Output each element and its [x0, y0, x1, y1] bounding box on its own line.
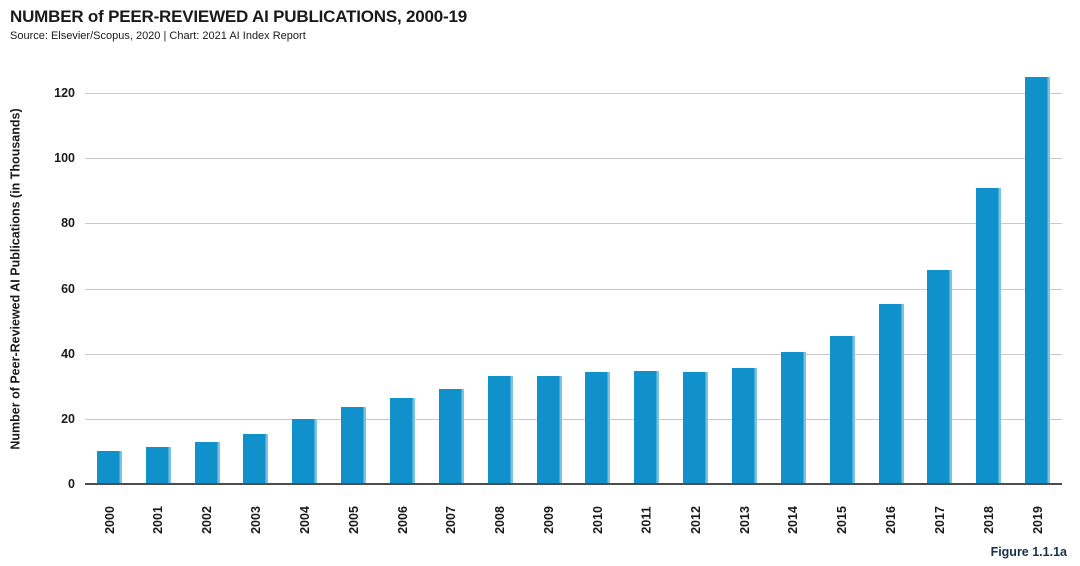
x-tick-label-2013: 2013: [737, 506, 752, 534]
x-tick-label-2012: 2012: [688, 506, 703, 534]
bar-2007: [438, 389, 464, 484]
gridline-60: [85, 288, 1062, 290]
gridline-20: [85, 418, 1062, 420]
x-tick-2000: 2000: [99, 493, 119, 547]
bar-2009: [536, 375, 562, 484]
x-tick-label-2001: 2001: [151, 506, 166, 534]
y-tick-label-0: 0: [68, 477, 75, 491]
x-tick-2003: 2003: [246, 493, 266, 547]
x-tick-label-2007: 2007: [444, 506, 459, 534]
x-tick-2019: 2019: [1028, 493, 1048, 547]
x-tick-2002: 2002: [197, 493, 217, 547]
x-tick-2008: 2008: [490, 493, 510, 547]
x-tick-2018: 2018: [979, 493, 999, 547]
x-tick-label-2017: 2017: [932, 506, 947, 534]
x-tick-2011: 2011: [637, 493, 657, 547]
bar-2002: [194, 441, 220, 484]
bar-2011: [634, 370, 660, 484]
x-tick-2005: 2005: [344, 493, 364, 547]
x-tick-label-2004: 2004: [297, 506, 312, 534]
x-tick-label-2019: 2019: [1030, 506, 1045, 534]
bar-2014: [780, 351, 806, 484]
x-tick-label-2010: 2010: [590, 506, 605, 534]
bar-2000: [96, 451, 122, 484]
bar-2003: [243, 434, 269, 484]
x-tick-label-2008: 2008: [493, 506, 508, 534]
plot-area: [85, 76, 1062, 484]
x-tick-2009: 2009: [539, 493, 559, 547]
bar-2012: [683, 371, 709, 484]
x-tick-label-2005: 2005: [346, 506, 361, 534]
x-tick-2015: 2015: [832, 493, 852, 547]
x-tick-label-2000: 2000: [102, 506, 117, 534]
bar-2018: [976, 188, 1002, 484]
bar-2001: [145, 447, 171, 484]
x-tick-2016: 2016: [881, 493, 901, 547]
x-tick-2010: 2010: [588, 493, 608, 547]
bar-2008: [487, 375, 513, 484]
y-tick-label-100: 100: [54, 151, 75, 166]
y-tick-label-20: 20: [61, 411, 75, 426]
x-tick-label-2002: 2002: [200, 506, 215, 534]
bar-2016: [878, 304, 904, 484]
gridline-120: [85, 93, 1062, 94]
x-tick-label-2009: 2009: [542, 506, 557, 534]
gridline-40: [85, 353, 1062, 355]
x-tick-2013: 2013: [734, 493, 754, 547]
x-tick-label-2003: 2003: [248, 506, 263, 534]
bar-2013: [731, 367, 757, 484]
x-tick-label-2006: 2006: [395, 506, 410, 534]
figure-number-label: Figure 1.1.1a: [990, 545, 1067, 559]
x-tick-2007: 2007: [441, 493, 461, 547]
chart-title: NUMBER of PEER-REVIEWED AI PUBLICATIONS,…: [10, 7, 468, 26]
bar-2015: [829, 336, 855, 484]
bar-2010: [585, 371, 611, 484]
y-tick-label-40: 40: [61, 346, 75, 361]
x-tick-label-2018: 2018: [981, 506, 996, 534]
x-tick-2014: 2014: [783, 493, 803, 547]
gridline-100: [85, 158, 1062, 160]
bar-2004: [292, 418, 318, 484]
bar-2005: [341, 406, 367, 484]
x-tick-label-2016: 2016: [884, 506, 899, 534]
x-tick-2012: 2012: [686, 493, 706, 547]
x-tick-2006: 2006: [393, 493, 413, 547]
bar-2017: [927, 269, 953, 484]
x-tick-label-2014: 2014: [786, 506, 801, 534]
x-tick-2004: 2004: [295, 493, 315, 547]
y-tick-label-120: 120: [54, 86, 75, 100]
x-tick-label-2011: 2011: [639, 506, 654, 534]
x-tick-label-2015: 2015: [835, 506, 850, 534]
gridline-80: [85, 223, 1062, 225]
bar-2006: [390, 398, 416, 484]
x-tick-2017: 2017: [930, 493, 950, 547]
y-tick-label-60: 60: [61, 281, 75, 296]
y-tick-label-80: 80: [61, 216, 75, 231]
bar-2019: [1025, 76, 1051, 484]
x-axis-line: [85, 483, 1062, 485]
chart-source-subtitle: Source: Elsevier/Scopus, 2020 | Chart: 2…: [10, 30, 306, 42]
x-tick-2001: 2001: [148, 493, 168, 547]
